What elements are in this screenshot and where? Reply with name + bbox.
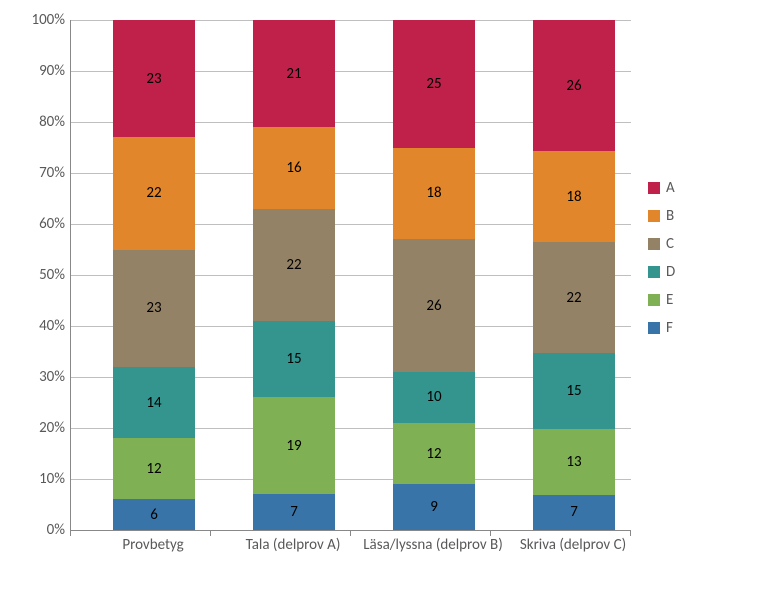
bar-segment-f: 7 (533, 495, 615, 530)
bar-segment-label: 25 (393, 75, 475, 93)
legend-item-f: F (648, 320, 675, 336)
legend-swatch (648, 182, 660, 194)
bar-segment-label: 22 (533, 289, 615, 307)
bar-segment-e: 13 (533, 429, 615, 495)
bar-segment-a: 25 (393, 20, 475, 148)
y-tick-label: 0% (5, 521, 65, 539)
bar-group: 6 12 14 23 22 23 (113, 20, 195, 530)
y-tick-label: 40% (5, 317, 65, 335)
legend-label: C (666, 235, 674, 253)
x-tick-label: Tala (delprov A) (223, 536, 363, 554)
bar-segment-label: 9 (393, 498, 475, 516)
bar-segment-label: 13 (533, 453, 615, 471)
bar-segment-f: 7 (253, 494, 335, 530)
bar-segment-label: 18 (393, 184, 475, 202)
bar-segment-f: 6 (113, 499, 195, 530)
y-tick-label: 90% (5, 62, 65, 80)
bar-segment-label: 23 (113, 70, 195, 88)
bar-segment-a: 23 (113, 20, 195, 137)
y-tick-label: 30% (5, 368, 65, 386)
bar-segment-b: 22 (113, 137, 195, 249)
legend-item-b: B (648, 208, 675, 224)
bar-group: 7 19 15 22 16 21 (253, 20, 335, 530)
legend-item-e: E (648, 292, 675, 308)
bar-group: 7 13 15 22 18 26 (533, 20, 615, 530)
legend: ABCDEF (648, 180, 675, 348)
y-tick-label: 10% (5, 470, 65, 488)
bar-segment-e: 12 (393, 423, 475, 484)
bar-segment-b: 16 (253, 127, 335, 209)
bar-segment-label: 22 (113, 184, 195, 202)
y-tick-label: 20% (5, 419, 65, 437)
bar-segment-a: 26 (533, 20, 615, 151)
bar-segment-label: 22 (253, 256, 335, 274)
x-tick-mark (210, 530, 211, 536)
bar-segment-label: 14 (113, 394, 195, 412)
x-tick-label: Skriva (delprov C) (503, 536, 643, 554)
legend-item-a: A (648, 180, 675, 196)
y-tick-label: 50% (5, 266, 65, 284)
legend-swatch (648, 266, 660, 278)
bar-segment-c: 23 (113, 250, 195, 367)
bar-segment-f: 9 (393, 484, 475, 530)
legend-item-c: C (648, 236, 675, 252)
bar-segment-c: 26 (393, 239, 475, 372)
bar-segment-b: 18 (533, 151, 615, 242)
bar-segment-b: 18 (393, 148, 475, 240)
bar-segment-label: 12 (113, 460, 195, 478)
legend-item-d: D (648, 264, 675, 280)
bar-segment-e: 19 (253, 397, 335, 494)
bar-segment-label: 21 (253, 65, 335, 83)
bar-segment-c: 22 (253, 209, 335, 321)
y-tick-label: 60% (5, 215, 65, 233)
bar-segment-c: 22 (533, 242, 615, 353)
legend-label: B (666, 207, 674, 225)
bar-segment-label: 19 (253, 437, 335, 455)
x-tick-mark (630, 530, 631, 536)
bar-segment-d: 15 (253, 321, 335, 398)
bar-segment-d: 14 (113, 367, 195, 438)
legend-swatch (648, 238, 660, 250)
bar-segment-label: 10 (393, 388, 475, 406)
bar-group: 9 12 10 26 18 25 (393, 20, 475, 530)
bar-segment-d: 10 (393, 372, 475, 423)
x-tick-mark (490, 530, 491, 536)
bar-segment-label: 12 (393, 445, 475, 463)
bar-segment-label: 7 (253, 503, 335, 521)
bar-segment-e: 12 (113, 438, 195, 499)
y-tick-label: 70% (5, 164, 65, 182)
legend-label: E (666, 291, 673, 309)
bar-segment-label: 6 (113, 506, 195, 524)
bar-segment-label: 16 (253, 159, 335, 177)
plot-area: 6 12 14 23 22 23 7 19 15 22 16 21 9 12 10 26 18 25 7 13 15 22… (70, 20, 631, 531)
bar-segment-a: 21 (253, 20, 335, 127)
legend-swatch (648, 322, 660, 334)
legend-label: D (666, 263, 675, 281)
bar-segment-label: 15 (533, 382, 615, 400)
x-tick-mark (70, 530, 71, 536)
legend-label: F (666, 319, 673, 337)
legend-label: A (666, 179, 675, 197)
x-tick-label: Provbetyg (83, 536, 223, 554)
bar-segment-d: 15 (533, 353, 615, 429)
y-tick-label: 100% (5, 11, 65, 29)
x-tick-mark (350, 530, 351, 536)
bar-segment-label: 15 (253, 350, 335, 368)
y-tick-label: 80% (5, 113, 65, 131)
bar-segment-label: 7 (533, 503, 615, 521)
bar-segment-label: 26 (393, 297, 475, 315)
bar-segment-label: 18 (533, 188, 615, 206)
legend-swatch (648, 294, 660, 306)
bar-segment-label: 23 (113, 299, 195, 317)
x-tick-label: Läsa/lyssna (delprov B) (363, 536, 503, 554)
bar-segment-label: 26 (533, 77, 615, 95)
stacked-bar-chart: 6 12 14 23 22 23 7 19 15 22 16 21 9 12 10 26 18 25 7 13 15 22… (0, 0, 767, 591)
legend-swatch (648, 210, 660, 222)
